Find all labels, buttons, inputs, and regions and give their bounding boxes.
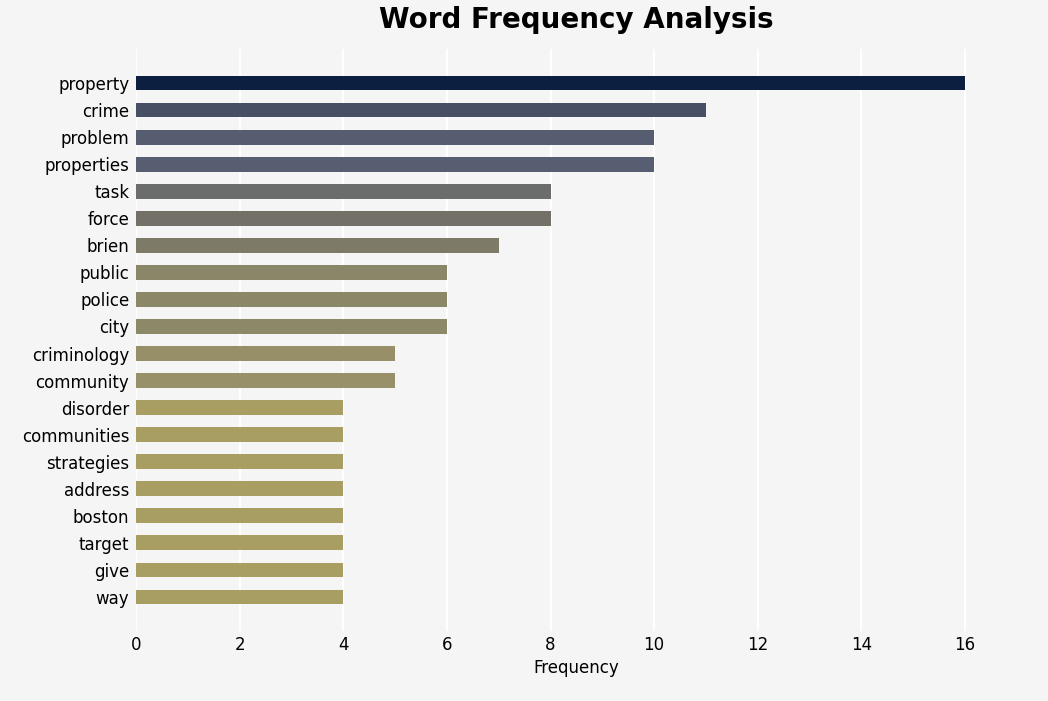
Bar (136, 508, 344, 523)
Bar (136, 211, 550, 226)
Bar (136, 590, 344, 604)
Bar (136, 157, 654, 172)
Bar (136, 536, 344, 550)
Bar (136, 76, 965, 90)
Title: Word Frequency Analysis: Word Frequency Analysis (379, 6, 773, 34)
Bar (136, 562, 344, 578)
Bar (136, 373, 395, 388)
Bar (136, 292, 446, 307)
Bar (136, 482, 344, 496)
Bar (136, 400, 344, 415)
Bar (136, 427, 344, 442)
Bar (136, 238, 499, 253)
X-axis label: Frequency: Frequency (533, 660, 619, 677)
Bar (136, 265, 446, 280)
Bar (136, 346, 395, 361)
Bar (136, 130, 654, 144)
Bar (136, 319, 446, 334)
Bar (136, 184, 550, 198)
Bar (136, 454, 344, 469)
Bar (136, 102, 706, 118)
